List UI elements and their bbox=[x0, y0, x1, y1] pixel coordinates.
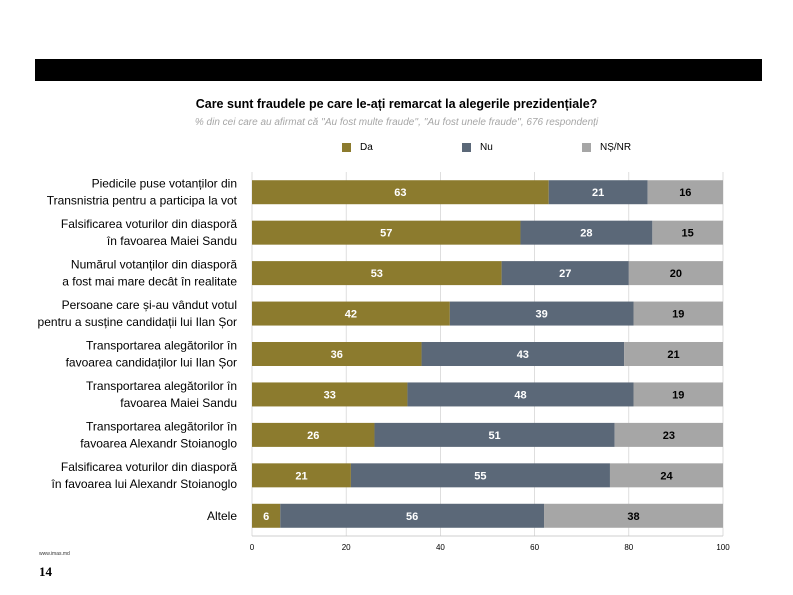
bar-value-label: 15 bbox=[682, 228, 694, 240]
bar-segment-da bbox=[252, 422, 375, 447]
bar-segment-nu bbox=[520, 220, 653, 245]
bar-segment-nu bbox=[350, 463, 610, 488]
bar-segment-n-nr bbox=[544, 503, 723, 528]
bar-value-label: 26 bbox=[307, 430, 319, 442]
bar-segment-da bbox=[252, 503, 281, 528]
bar-value-label: 39 bbox=[536, 309, 548, 321]
bar-value-label: 33 bbox=[324, 389, 336, 401]
legend-item-nu: Nu bbox=[462, 142, 493, 153]
bar-segment-da bbox=[252, 301, 450, 326]
bar-segment-nu bbox=[374, 422, 615, 447]
bar-value-label: 42 bbox=[345, 309, 357, 321]
bar-segment-da bbox=[252, 463, 351, 488]
bar-value-label: 23 bbox=[663, 430, 675, 442]
category-label: Transnistria pentru a participa la vot bbox=[47, 194, 238, 208]
bar-segment-nu bbox=[421, 342, 625, 366]
category-label: Falsificarea voturilor din diasporă bbox=[61, 217, 237, 231]
bar-segment-n-nr bbox=[647, 180, 723, 205]
category-label: favoarea candidaților lui Ilan Șor bbox=[66, 356, 237, 370]
bar-value-label: 55 bbox=[474, 470, 486, 482]
bar-segment-da bbox=[252, 220, 521, 245]
bar-value-label: 56 bbox=[406, 511, 418, 523]
legend-label-nu: Nu bbox=[480, 142, 493, 153]
bar-value-label: 20 bbox=[670, 268, 682, 280]
category-label: în favoarea Maiei Sandu bbox=[106, 234, 237, 248]
x-tick-label: 100 bbox=[716, 543, 730, 552]
bar-value-label: 43 bbox=[517, 349, 529, 361]
category-label: Falsificarea voturilor din diasporă bbox=[61, 460, 237, 474]
category-label: Persoane care și-au vândut votul bbox=[62, 298, 237, 312]
bar-segment-nu bbox=[501, 261, 629, 286]
category-label: favoarea Maiei Sandu bbox=[120, 396, 237, 410]
x-tick-label: 0 bbox=[250, 543, 255, 552]
category-label: Transportarea alegătorilor în bbox=[86, 339, 237, 353]
bar-segment-n-nr bbox=[614, 422, 723, 447]
bar-value-label: 19 bbox=[672, 389, 684, 401]
bar-segment-n-nr bbox=[624, 342, 723, 366]
bar-segment-n-nr bbox=[609, 463, 723, 488]
bar-value-label: 51 bbox=[488, 430, 500, 442]
bar-segment-da bbox=[252, 180, 549, 205]
bar-value-label: 38 bbox=[627, 511, 639, 523]
bar-value-label: 16 bbox=[679, 187, 691, 199]
x-tick-label: 60 bbox=[530, 543, 539, 552]
bar-segment-da bbox=[252, 261, 502, 286]
bar-value-label: 21 bbox=[667, 349, 679, 361]
legend-swatch-nu bbox=[462, 143, 471, 152]
bar-value-label: 57 bbox=[380, 228, 392, 240]
bar-value-label: 24 bbox=[660, 470, 673, 482]
bar-value-label: 53 bbox=[371, 268, 383, 280]
bar-value-label: 27 bbox=[559, 268, 571, 280]
bar-segment-da bbox=[252, 342, 422, 366]
bar-segment-n-nr bbox=[633, 382, 723, 407]
footer-url: www.imas.md bbox=[39, 551, 70, 557]
chart-legend: Da Nu NȘ/NR bbox=[0, 142, 793, 158]
x-tick-label: 20 bbox=[342, 543, 351, 552]
bar-segment-nu bbox=[407, 382, 634, 407]
page-number: 14 bbox=[39, 564, 52, 579]
category-label: în favoarea lui Alexandr Stoianoglo bbox=[51, 477, 238, 491]
x-tick-label: 80 bbox=[624, 543, 633, 552]
category-label: Piedicile puse votanților din bbox=[92, 177, 237, 191]
category-label: Transportarea alegătorilor în bbox=[86, 419, 237, 433]
bar-segment-nu bbox=[548, 180, 648, 205]
bar-value-label: 21 bbox=[295, 470, 307, 482]
category-label: Numărul votanților din diasporă bbox=[71, 258, 237, 272]
category-label: Altele bbox=[207, 509, 237, 523]
bar-value-label: 28 bbox=[580, 228, 592, 240]
x-tick-label: 40 bbox=[436, 543, 445, 552]
category-label: favoarea Alexandr Stoianoglo bbox=[80, 436, 237, 450]
legend-label-nsnr: NȘ/NR bbox=[600, 142, 632, 153]
bar-segment-nu bbox=[280, 503, 545, 528]
legend-label-da: Da bbox=[360, 142, 373, 153]
bar-value-label: 48 bbox=[514, 389, 526, 401]
header-bar bbox=[35, 59, 762, 81]
chart-subtitle: % din cei care au afirmat că ''Au fost m… bbox=[194, 117, 599, 128]
bar-segment-n-nr bbox=[628, 261, 723, 286]
bar-segment-nu bbox=[449, 301, 634, 326]
legend-item-nsnr: NȘ/NR bbox=[582, 142, 631, 153]
legend-swatch-nsnr bbox=[582, 143, 591, 152]
bar-segment-n-nr bbox=[652, 220, 723, 245]
bar-value-label: 19 bbox=[672, 309, 684, 321]
chart-title: Care sunt fraudele pe care le-ați remarc… bbox=[195, 97, 598, 111]
category-label: a fost mai mare decât în realitate bbox=[62, 275, 237, 289]
bar-value-label: 63 bbox=[394, 187, 406, 199]
legend-swatch-da bbox=[342, 143, 351, 152]
bar-value-label: 6 bbox=[263, 511, 269, 523]
bar-segment-da bbox=[252, 382, 408, 407]
legend-item-da: Da bbox=[342, 142, 373, 153]
bar-value-label: 36 bbox=[331, 349, 343, 361]
bar-value-label: 21 bbox=[592, 187, 604, 199]
bar-segment-n-nr bbox=[633, 301, 723, 326]
category-label: pentru a susține candidații lui Ilan Șor bbox=[38, 315, 237, 329]
category-label: Transportarea alegătorilor în bbox=[86, 379, 237, 393]
